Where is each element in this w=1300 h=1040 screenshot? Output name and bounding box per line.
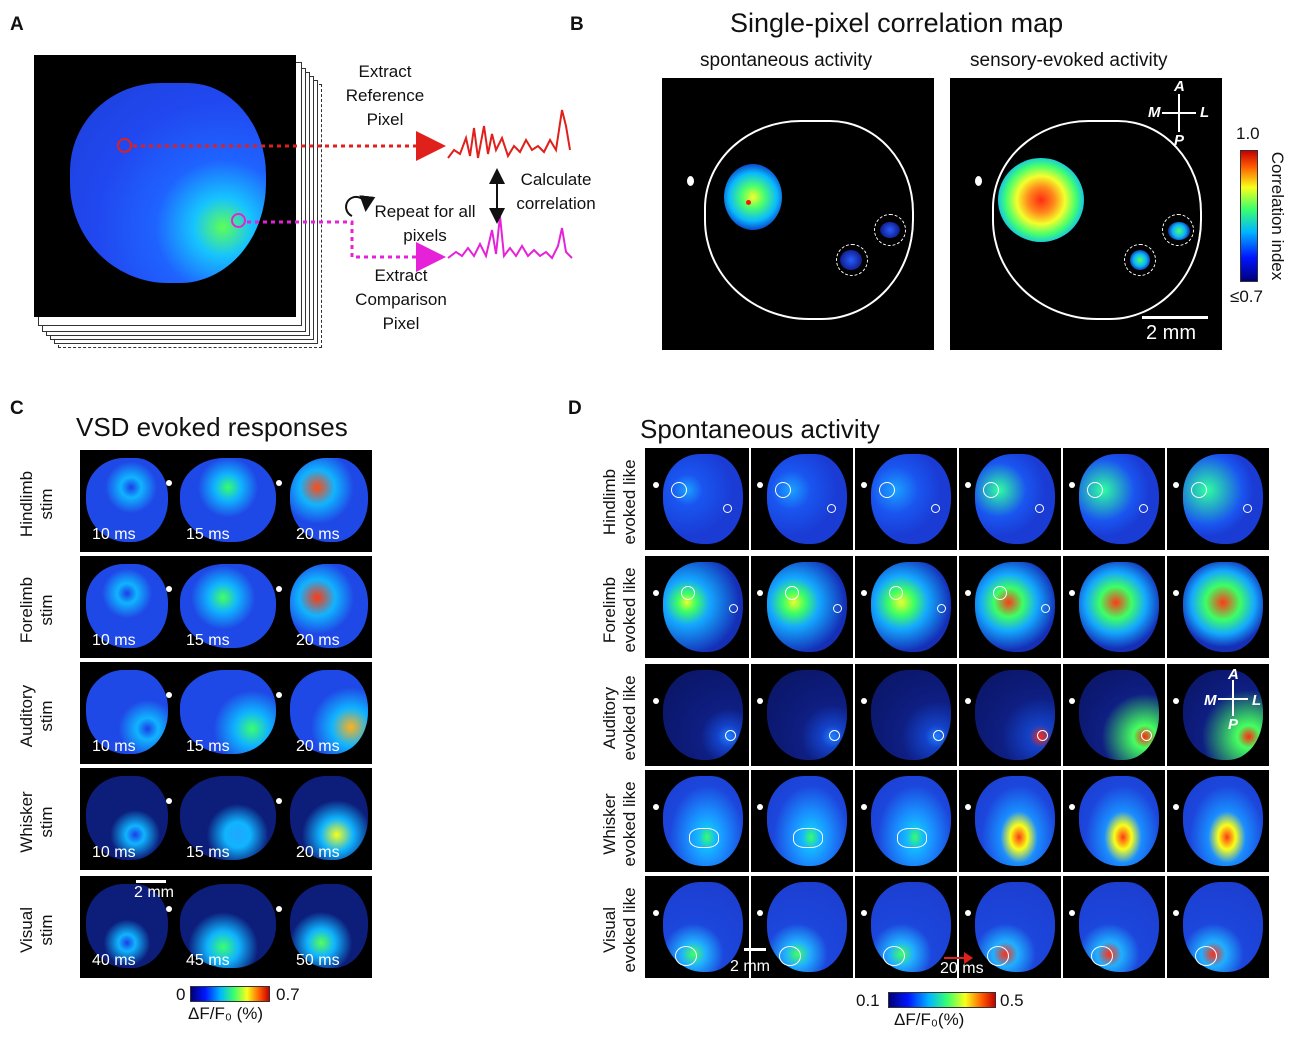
panel-c-time-label: 10 ms — [92, 844, 136, 861]
panel-b-cbar-max: 1.0 — [1236, 124, 1260, 143]
evoked-correlation-map: 2 mm A M L P — [950, 78, 1222, 350]
panel-c-time-label: 20 ms — [296, 844, 340, 861]
panel-d-scale-bar — [744, 948, 766, 951]
panel-c-time-label: 15 ms — [186, 632, 230, 649]
panel-c-time-label: 15 ms — [186, 738, 230, 755]
reference-trace — [447, 109, 571, 159]
panel-d-row-frame — [645, 876, 1269, 978]
panel-c-cbar-min: 0 — [176, 985, 186, 1004]
spontaneous-correlation-map — [662, 78, 934, 350]
comparison-pixel-marker — [231, 213, 246, 228]
panel-c-row-label: Visual stim — [17, 907, 56, 953]
panel-b-scale-label: 2 mm — [1146, 322, 1196, 344]
panel-c-row-label: Hindlimb stim — [17, 470, 56, 538]
reference-pixel-marker — [117, 138, 132, 153]
panel-c-time-label: 20 ms — [296, 738, 340, 755]
panel-c-time-label: 15 ms — [186, 526, 230, 543]
panel-c-row-frame: 10 ms 15 ms 20 ms — [80, 556, 372, 658]
panel-c-time-label: 15 ms — [186, 844, 230, 861]
extract-comparison-label: Extract Comparison Pixel — [355, 266, 447, 333]
panel-c-row-frame: 10 ms 15 ms 20 ms — [80, 768, 372, 870]
panel-d-interval-arrow — [944, 957, 966, 959]
panel-d-title: Spontaneous activity — [640, 414, 880, 444]
panel-d-cbar-label: ΔF/F₀(%) — [894, 1010, 965, 1029]
panel-d-row-label: Whisker evoked like — [600, 781, 639, 867]
panel-c-time-label: 20 ms — [296, 632, 340, 649]
panel-c-time-label: 45 ms — [186, 952, 230, 969]
panel-c-row-frame: 10 ms 15 ms 20 ms — [80, 450, 372, 552]
panel-c-cbar-max: 0.7 — [276, 985, 300, 1004]
panel-c-time-label: 40 ms — [92, 952, 136, 969]
panel-c-cbar-label: ΔF/F₀ (%) — [188, 1004, 264, 1023]
panel-c-scale-label: 2 mm — [134, 884, 174, 901]
panel-c-time-label: 10 ms — [92, 526, 136, 543]
calculate-correlation-label: Calculate correlation — [516, 170, 596, 213]
panel-d-colorbar — [888, 992, 996, 1008]
panel-d-row-frame — [645, 448, 1269, 550]
panel-a-arrows — [133, 109, 573, 272]
panel-c-row-label: Auditory stim — [17, 684, 56, 748]
panel-d-row-label: Auditory evoked like — [600, 675, 639, 761]
panel-c-colorbar — [190, 986, 270, 1002]
panel-d-interval-label: 20 ms — [940, 960, 984, 977]
panel-a-label: A — [10, 14, 24, 35]
panel-b-scale-bar — [1142, 316, 1208, 319]
panel-d-row-frame — [645, 556, 1269, 658]
panel-d-row-frame — [645, 770, 1269, 872]
panel-c-row-label: Whisker stim — [17, 791, 56, 853]
panel-d-row-label: Visual evoked like — [600, 887, 639, 973]
panel-c-row-frame: 10 ms 15 ms 20 ms — [80, 662, 372, 764]
extract-reference-label: Extract Reference Pixel — [345, 62, 425, 129]
panel-d-scale-label: 2 mm — [730, 958, 770, 975]
panel-c-title: VSD evoked responses — [76, 412, 348, 442]
reference-frame-image — [34, 55, 296, 317]
comparison-trace — [447, 215, 573, 260]
panel-c-time-label: 20 ms — [296, 526, 340, 543]
panel-b-cbar-min: ≤0.7 — [1230, 287, 1263, 306]
panel-b-subtitle-right: sensory-evoked activity — [970, 50, 1168, 71]
panel-c-time-label: 10 ms — [92, 632, 136, 649]
panel-d-row-frame — [645, 664, 1269, 766]
panel-d-label: D — [568, 398, 582, 419]
panel-b-subtitle-left: spontaneous activity — [700, 50, 873, 71]
panel-c-row-label: Forelimb stim — [17, 576, 56, 644]
panel-b-colorbar — [1240, 150, 1258, 282]
repeat-label: Repeat for all pixels — [374, 202, 476, 245]
panel-d-row-label: Hindlimb evoked like — [600, 459, 639, 545]
panel-b-label: B — [570, 14, 584, 35]
panel-c-row-frame: 40 ms 45 ms 50 ms — [80, 876, 372, 978]
panel-c-time-label: 50 ms — [296, 952, 340, 969]
panel-d-row-label: Forelimb evoked like — [600, 567, 639, 653]
panel-d-cbar-max: 0.5 — [1000, 991, 1024, 1010]
panel-c-time-label: 10 ms — [92, 738, 136, 755]
panel-b-title: Single-pixel correlation map — [730, 8, 1064, 38]
panel-c-scale-bar — [136, 880, 166, 883]
panel-d-cbar-min: 0.1 — [856, 991, 880, 1010]
panel-c-label: C — [10, 398, 24, 419]
panel-b-cbar-label: Correlation index — [1268, 151, 1287, 281]
